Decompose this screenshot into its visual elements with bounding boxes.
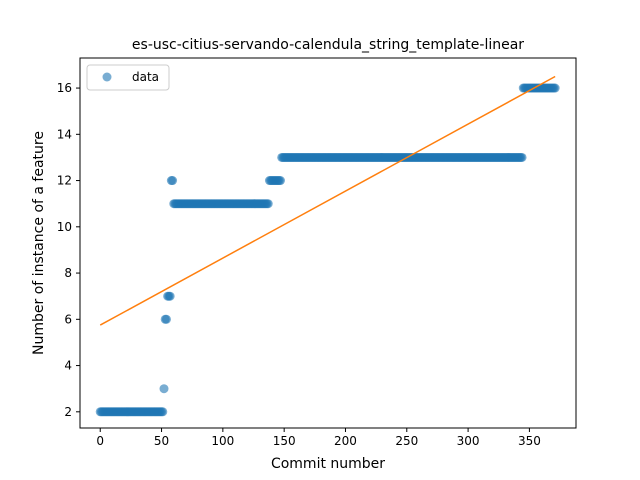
legend: data xyxy=(86,64,170,91)
x-axis-ticks: 0 50 100 150 200 250 300 350 xyxy=(96,428,541,448)
x-tick-label: 50 xyxy=(154,434,169,448)
x-tick-label: 200 xyxy=(334,434,357,448)
data-point xyxy=(275,176,285,186)
y-tick-label: 10 xyxy=(57,220,72,234)
scatter-points xyxy=(95,83,560,417)
x-tick-label: 150 xyxy=(273,434,296,448)
plot-area xyxy=(80,58,576,428)
fit-line-layer xyxy=(99,75,556,326)
x-axis-title: Commit number xyxy=(271,456,385,472)
y-tick-label: 8 xyxy=(64,266,72,280)
data-point xyxy=(159,384,169,394)
legend-label-data: data xyxy=(132,70,159,84)
data-point xyxy=(517,152,527,162)
linear-fit-line xyxy=(99,75,556,326)
x-tick-label: 100 xyxy=(211,434,234,448)
chart-title: es-usc-citius-servando-calendula_string_… xyxy=(132,37,524,53)
y-tick-label: 12 xyxy=(57,174,72,188)
legend-box xyxy=(86,64,170,91)
x-tick-label: 0 xyxy=(96,434,104,448)
x-tick-label: 300 xyxy=(457,434,480,448)
data-point xyxy=(165,291,175,301)
data-point xyxy=(161,314,171,324)
y-tick-label: 6 xyxy=(64,312,72,326)
data-point xyxy=(158,407,168,417)
data-point xyxy=(263,199,273,209)
y-tick-label: 4 xyxy=(64,359,72,373)
x-tick-label: 350 xyxy=(518,434,541,448)
y-axis-title: Number of instance of a feature xyxy=(31,131,47,355)
legend-marker-data xyxy=(102,72,112,82)
data-point xyxy=(168,176,178,186)
y-axis-ticks: 2 4 6 8 10 12 14 16 xyxy=(57,81,80,419)
x-tick-label: 250 xyxy=(395,434,418,448)
y-tick-label: 14 xyxy=(57,127,72,141)
y-tick-label: 16 xyxy=(57,81,72,95)
y-tick-label: 2 xyxy=(64,405,72,419)
axes-frame xyxy=(79,57,577,429)
data-point xyxy=(550,83,560,93)
